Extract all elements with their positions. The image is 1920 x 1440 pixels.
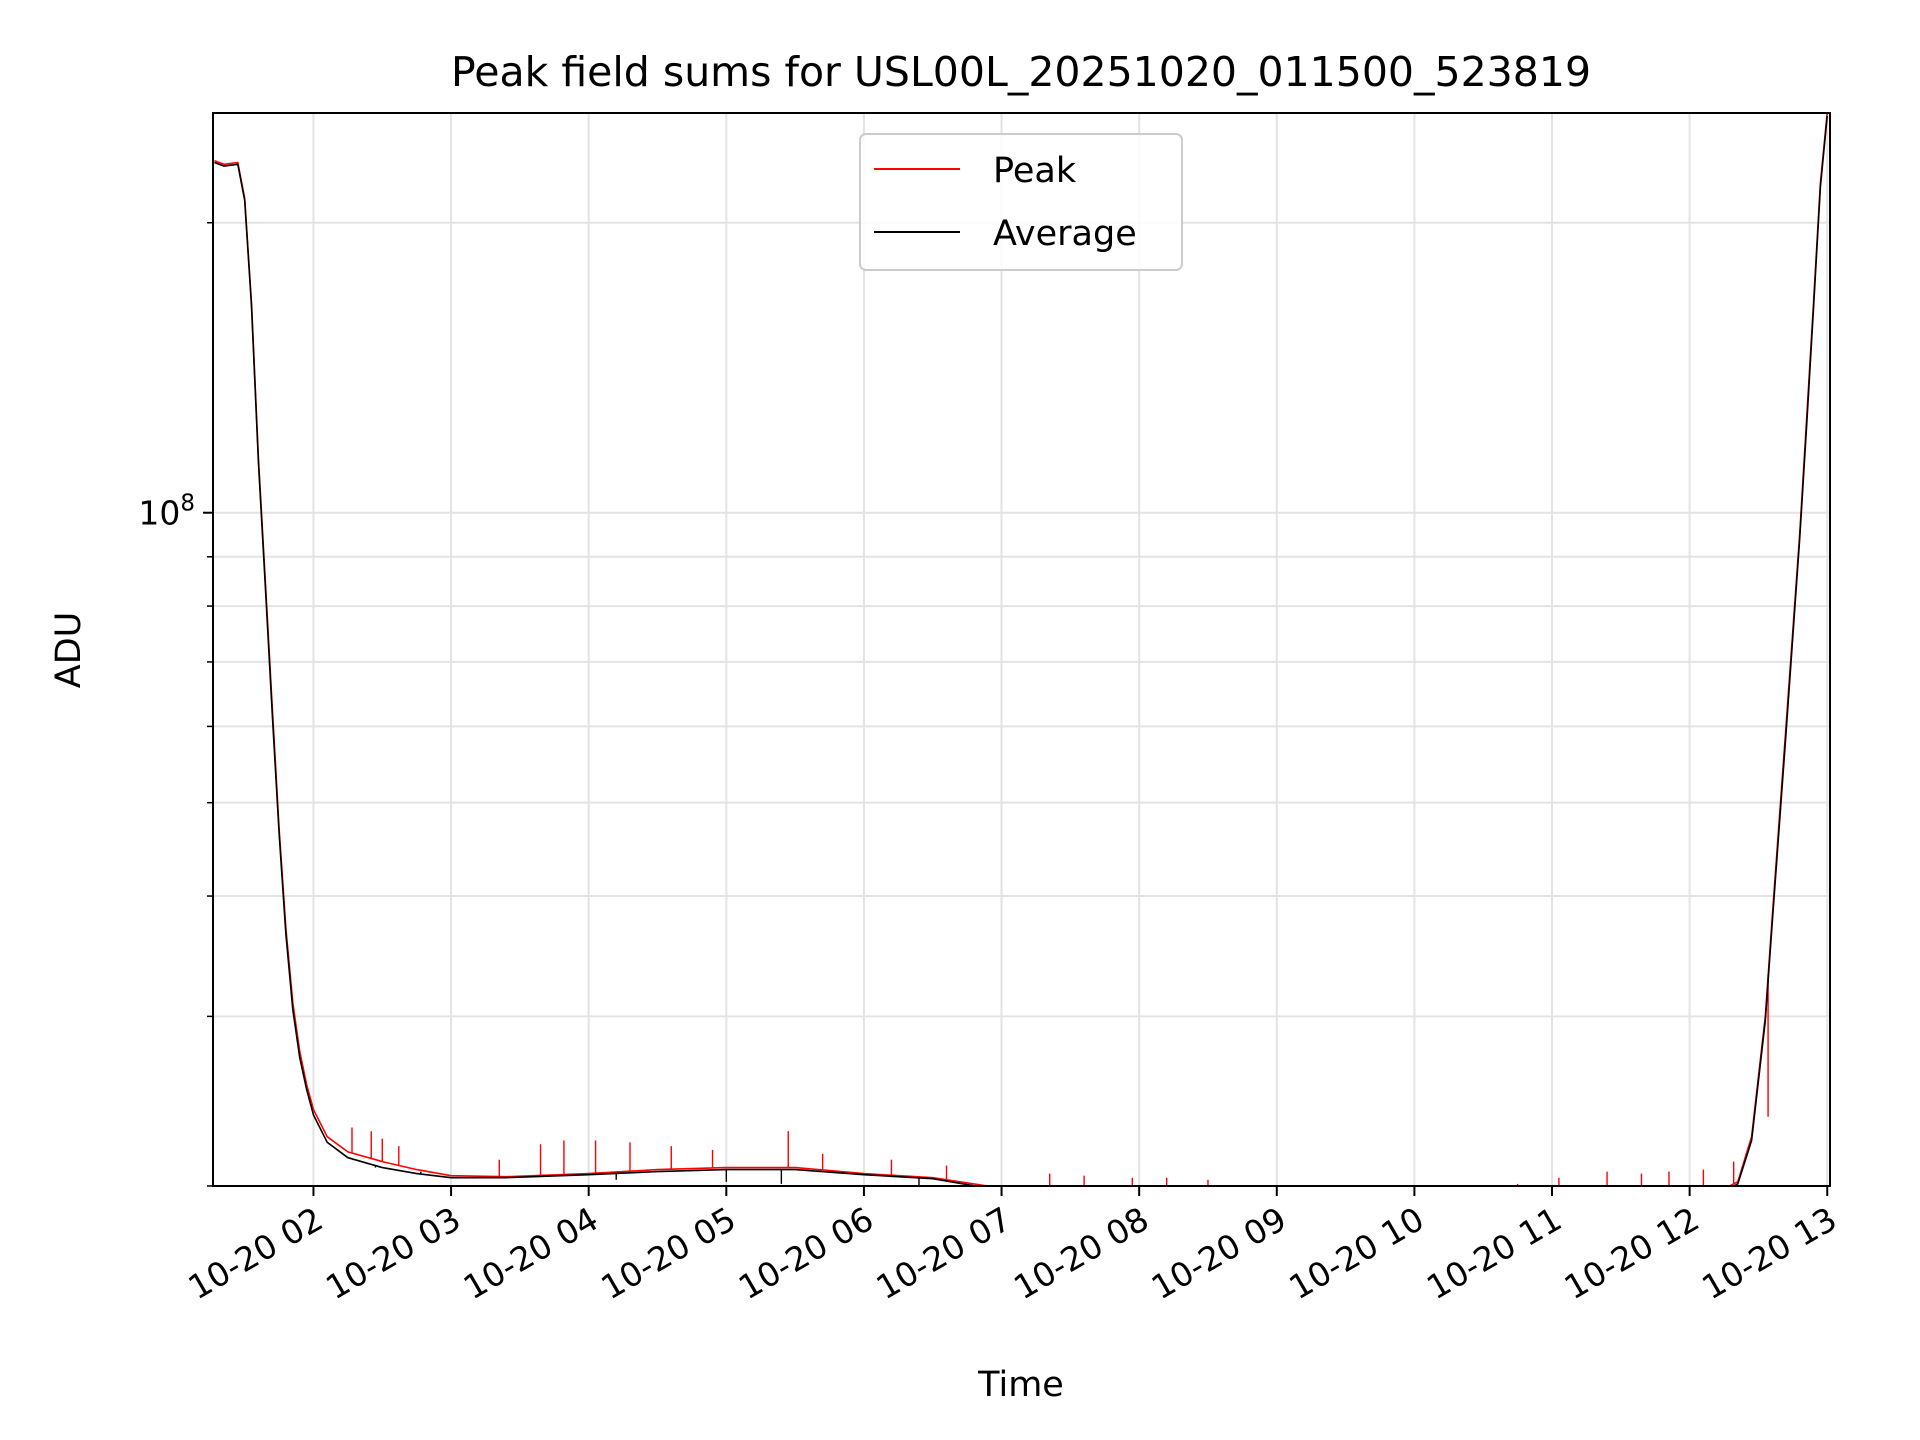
- plot-series: [214, 113, 1828, 1186]
- x-axis-label: Time: [977, 1365, 1064, 1405]
- plot-frame: [212, 112, 1831, 1187]
- series-average-line: [214, 116, 1828, 1186]
- legend-label-peak: Peak: [993, 151, 1077, 191]
- y-tick-label: 108: [138, 491, 195, 533]
- grid: [213, 113, 1830, 1187]
- chart-title: Peak field sums for USL00L_20251020_0115…: [451, 48, 1591, 96]
- legend: Peak Average: [859, 133, 1183, 271]
- legend-label-average: Average: [993, 214, 1137, 254]
- y-axis-label: ADU: [49, 612, 89, 689]
